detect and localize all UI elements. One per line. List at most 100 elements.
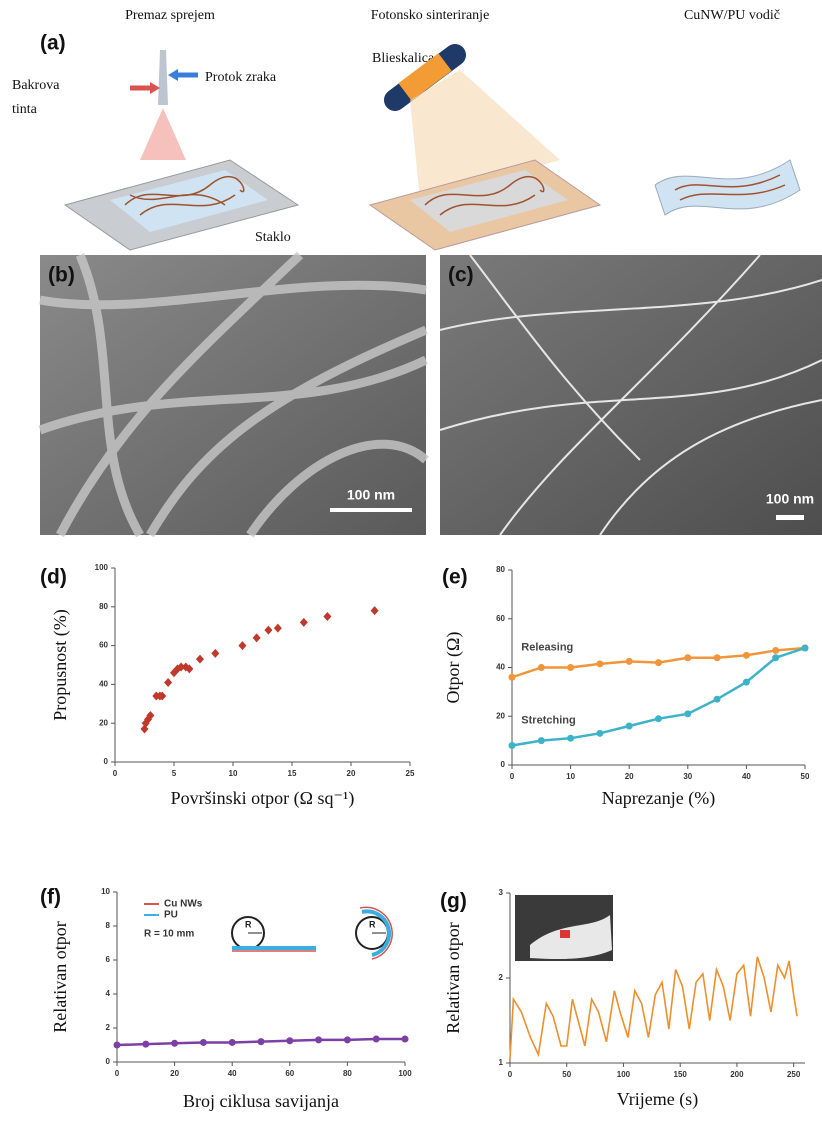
nanowire-texture xyxy=(38,251,429,538)
y-tick-label: 2 xyxy=(499,973,504,982)
x-tick-label: 50 xyxy=(562,1070,571,1079)
flash-lamp xyxy=(398,53,452,101)
arrow-head xyxy=(150,82,160,94)
x-tick-label: 25 xyxy=(406,769,415,778)
point xyxy=(113,1041,121,1049)
pu-strip xyxy=(361,909,392,957)
point xyxy=(537,737,545,745)
diagram-label: R xyxy=(245,919,252,929)
point xyxy=(508,742,516,749)
y-tick-label: 6 xyxy=(106,955,111,964)
y-tick-label: 1 xyxy=(499,1058,504,1067)
nanowires xyxy=(424,176,545,216)
x-axis-label: Broj ciklusa savijanja xyxy=(183,1091,339,1111)
x-tick-label: 15 xyxy=(288,769,297,778)
point xyxy=(567,664,575,671)
x-tick-label: 20 xyxy=(347,769,356,778)
point xyxy=(299,617,308,627)
sem-image xyxy=(440,255,822,535)
x-tick-label: 50 xyxy=(801,772,810,781)
point xyxy=(655,659,662,667)
y-tick-label: 4 xyxy=(106,989,111,998)
x-axis-label: Površinski otpor (Ω sq⁻¹) xyxy=(171,788,355,809)
y-tick-label: 100 xyxy=(95,563,109,572)
point xyxy=(596,660,604,668)
y-tick-label: 0 xyxy=(106,1057,111,1066)
point xyxy=(372,1035,380,1043)
point xyxy=(684,654,692,662)
point xyxy=(537,664,545,671)
x-tick-label: 5 xyxy=(172,769,177,778)
legend-label: PU xyxy=(164,910,178,921)
step-label: CuNW/PU vodič xyxy=(684,8,780,23)
y-tick-label: 0 xyxy=(104,757,109,766)
point xyxy=(257,1038,265,1046)
x-tick-label: 0 xyxy=(115,1069,120,1078)
x-tick-label: 20 xyxy=(170,1069,179,1078)
y-axis-label: Relativan otpor xyxy=(50,921,70,1032)
arrow-head xyxy=(168,69,178,81)
y-tick-label: 10 xyxy=(101,887,110,896)
point xyxy=(199,1038,207,1046)
panel-label: (b) xyxy=(48,264,75,287)
point xyxy=(171,1039,179,1047)
x-tick-label: 200 xyxy=(730,1070,744,1079)
point xyxy=(370,606,379,616)
scale-bar xyxy=(776,515,804,520)
point xyxy=(742,651,750,659)
bend-diagram xyxy=(231,895,613,961)
x-tick-label: 100 xyxy=(398,1069,412,1078)
y-tick-label: 80 xyxy=(496,565,505,574)
point xyxy=(315,1036,323,1044)
panel-label: (e) xyxy=(442,566,468,589)
point xyxy=(273,623,282,633)
point xyxy=(772,646,780,654)
y-tick-label: 60 xyxy=(99,641,108,650)
y-tick-label: 40 xyxy=(99,680,108,689)
x-tick-label: 40 xyxy=(742,772,751,781)
x-tick-label: 40 xyxy=(228,1069,237,1078)
point xyxy=(142,1040,150,1048)
y-tick-label: 20 xyxy=(99,718,108,727)
legend-label: Cu NWs xyxy=(164,899,203,910)
point xyxy=(164,677,173,687)
y-axis-label: Propusnost (%) xyxy=(50,609,71,721)
x-tick-label: 250 xyxy=(787,1070,801,1079)
glove xyxy=(530,915,612,960)
point xyxy=(655,715,662,723)
glass-label: Staklo xyxy=(255,230,291,245)
scale-label: 100 nm xyxy=(347,487,395,503)
point xyxy=(211,648,220,658)
air-label: Protok zraka xyxy=(205,70,277,85)
x-tick-label: 30 xyxy=(683,772,692,781)
step-label: Premaz sprejem xyxy=(125,8,215,23)
point xyxy=(323,612,332,621)
point xyxy=(195,654,204,664)
panel-b: (b) 100 nm xyxy=(38,251,429,538)
y-axis-label: Relativan otpor xyxy=(443,922,463,1033)
y-tick-label: 40 xyxy=(496,663,505,672)
panel-c: (c) 100 nm xyxy=(439,254,822,536)
point xyxy=(252,633,261,643)
panel-a: (a) Premaz sprejem Fotonsko sinteriranje… xyxy=(12,8,801,251)
point xyxy=(228,1038,236,1046)
conductor xyxy=(654,159,801,216)
x-tick-label: 10 xyxy=(566,772,575,781)
x-axis-label: Vrijeme (s) xyxy=(617,1089,698,1110)
panel-label: (d) xyxy=(40,566,67,589)
point xyxy=(158,691,167,701)
point xyxy=(596,729,604,737)
step-label: Fotonsko sinteriranje xyxy=(371,8,490,23)
x-tick-label: 10 xyxy=(229,769,238,778)
nanowires xyxy=(124,176,245,216)
pu-film xyxy=(110,170,268,232)
line xyxy=(509,956,798,1059)
y-tick-label: 20 xyxy=(496,711,505,720)
cu-strip xyxy=(359,906,393,960)
point xyxy=(286,1037,294,1045)
point xyxy=(264,625,273,635)
nanowire-texture xyxy=(439,254,822,536)
spray xyxy=(140,108,186,160)
pu-film xyxy=(410,170,568,232)
